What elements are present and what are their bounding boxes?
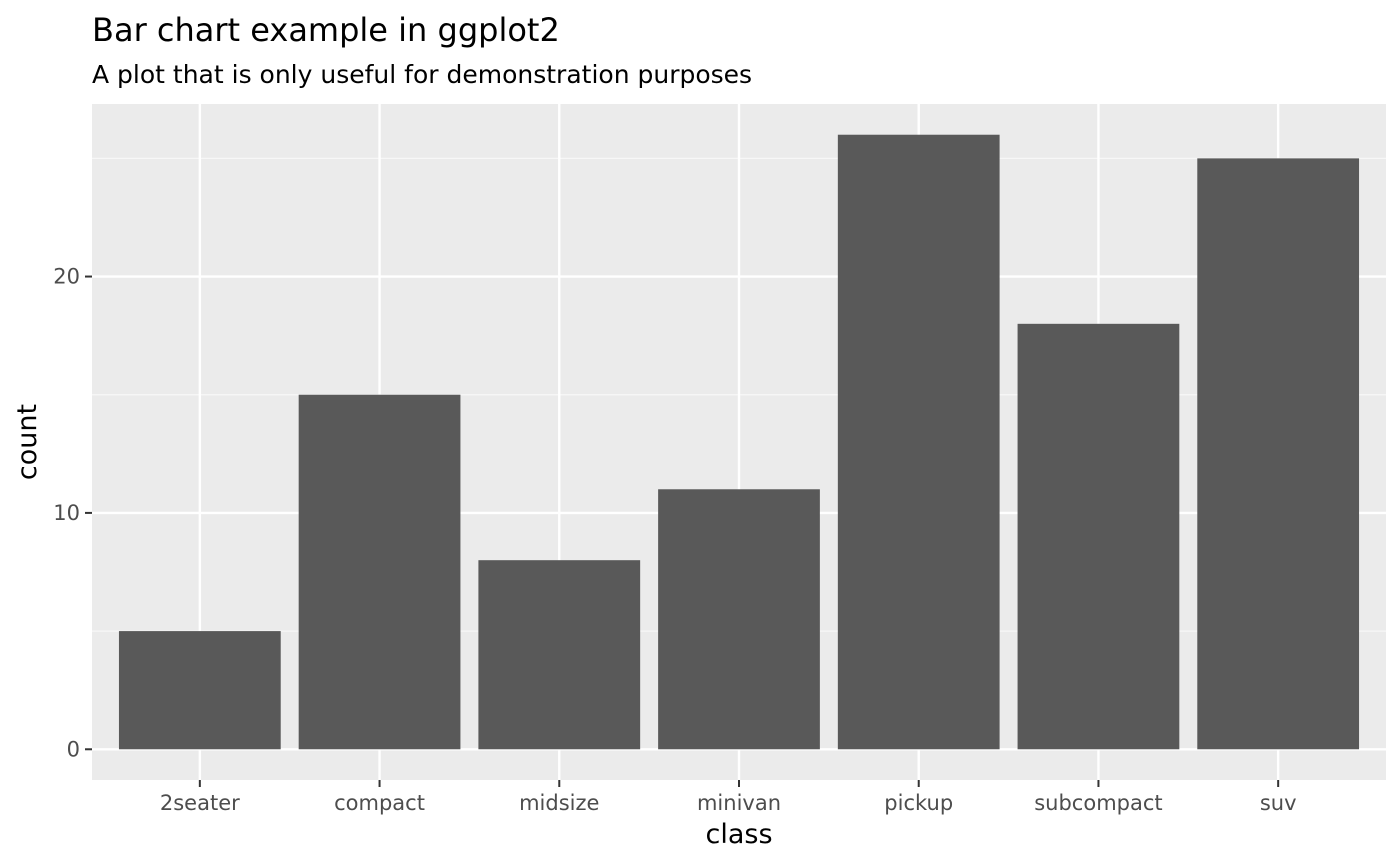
y-tick-label: 10 [53, 501, 80, 525]
y-axis-title: count [12, 404, 43, 480]
axes: 0 10 20 2seater compact midsize minivan pickup s… [53, 265, 1296, 815]
x-tick-label: subcompact [1034, 791, 1162, 815]
bar-compact [298, 394, 461, 750]
x-tick-label: pickup [884, 791, 953, 815]
x-axis-title: class [705, 819, 772, 850]
bar-subcompact [1017, 323, 1180, 750]
x-tick-label: minivan [697, 791, 781, 815]
y-tick-label: 0 [67, 737, 80, 761]
chart-title: Bar chart example in ggplot2 [92, 11, 560, 49]
bar-minivan [658, 489, 820, 750]
bar-suv [1197, 158, 1360, 750]
chart-subtitle: A plot that is only useful for demonstra… [92, 60, 752, 89]
x-tick-label: 2seater [160, 791, 240, 815]
bar-pickup [837, 134, 1000, 750]
y-tick-label: 20 [53, 265, 80, 289]
bar-2seater [118, 631, 281, 750]
bar-midsize [478, 560, 641, 750]
x-tick-label: compact [334, 791, 425, 815]
x-tick-label: midsize [519, 791, 599, 815]
x-tick-label: suv [1260, 791, 1297, 815]
bars [118, 134, 1360, 750]
